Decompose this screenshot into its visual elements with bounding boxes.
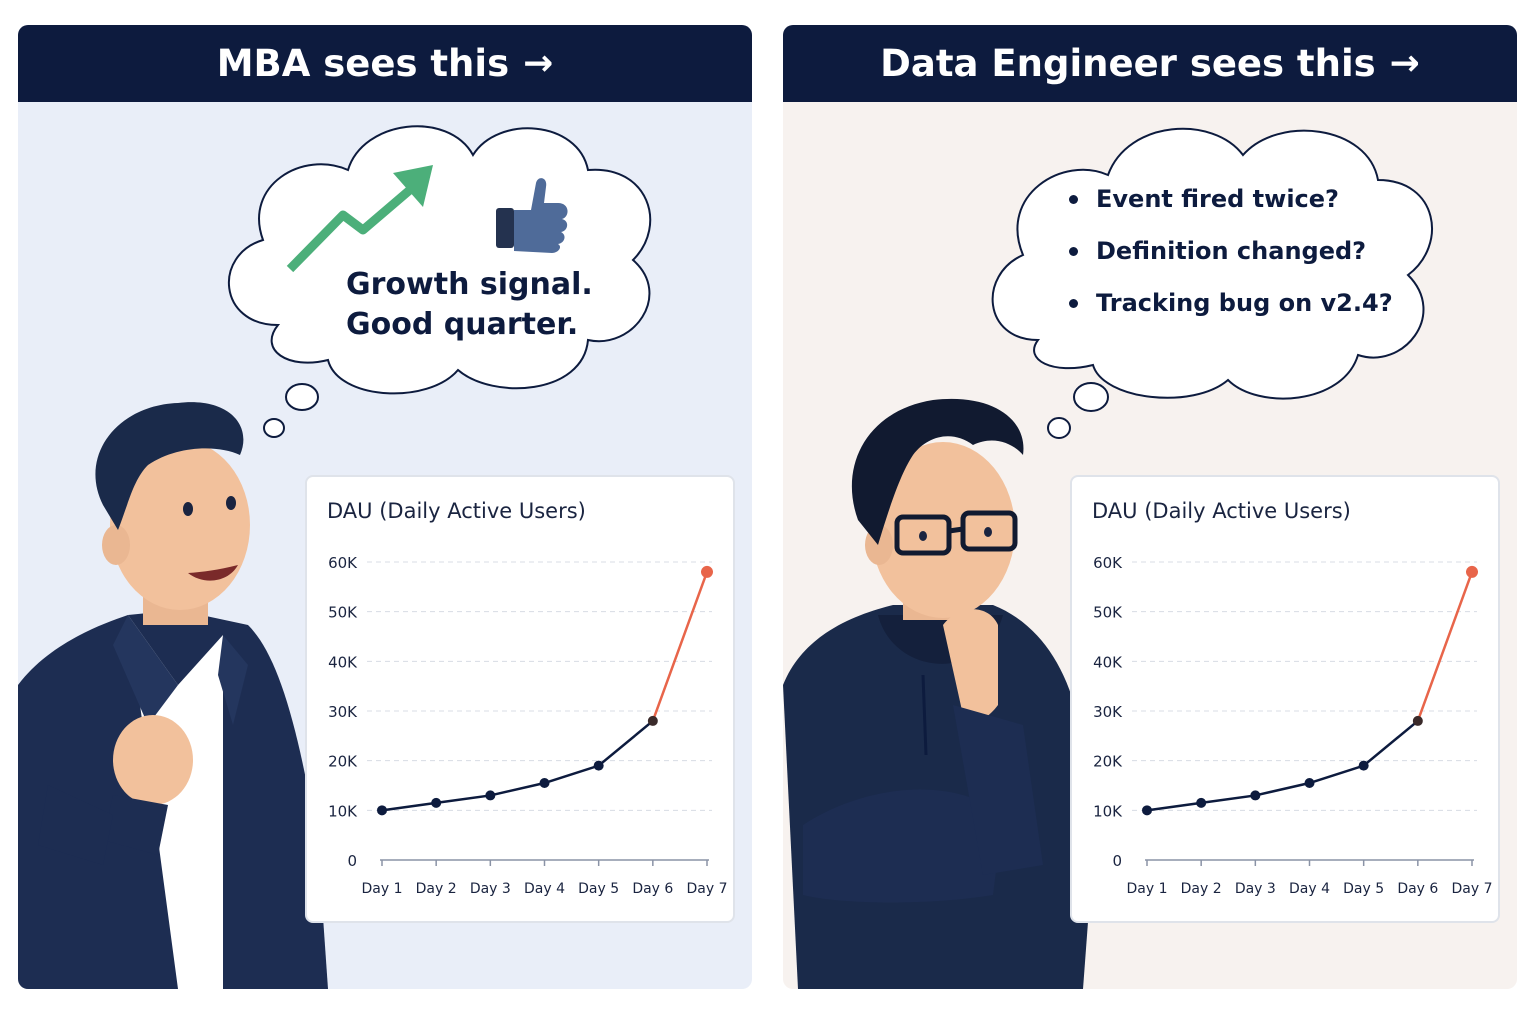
data-point: [1250, 790, 1261, 801]
x-tick-label: Day 5: [1343, 881, 1384, 897]
chart-title: DAU (Daily Active Users): [327, 499, 586, 523]
x-tick-label: Day 7: [1451, 881, 1492, 897]
trend-up-arrow-icon: [286, 165, 433, 273]
data-point: [431, 797, 442, 808]
right-arrow-icon: →: [523, 43, 554, 84]
thumbs-up-icon: [496, 178, 568, 253]
y-tick-label: 50K: [1093, 604, 1123, 622]
dau-chart-card: DAU (Daily Active Users) 0 10K 20K 30K 40K 50…: [305, 475, 735, 923]
y-tick-label: 40K: [1093, 653, 1123, 671]
y-tick-label: 10K: [1093, 802, 1123, 820]
data-point: [701, 565, 713, 578]
thought-line: Growth signal.: [346, 267, 593, 302]
x-tick-label: Day 2: [416, 881, 457, 897]
data-point: [593, 760, 604, 771]
x-tick-label: Day 4: [524, 881, 565, 897]
data-point: [1466, 565, 1478, 578]
y-tick-label: 30K: [1093, 703, 1123, 721]
data-engineer-illustration: [783, 127, 1433, 989]
y-tick-label: 10K: [328, 802, 358, 820]
x-tick-label: Day 2: [1181, 881, 1222, 897]
data-point: [1304, 778, 1315, 789]
thought-question: Tracking bug on v2.4?: [1069, 277, 1393, 329]
panel-header: Data Engineer sees this →: [783, 25, 1517, 102]
data-point: [1358, 760, 1369, 771]
dau-line-chart: 0 10K 20K 30K 40K 50K 60K Day 1 Day 2 Day 3 Day 4 D…: [328, 554, 727, 897]
y-tick-label: 30K: [328, 703, 358, 721]
x-tick-label: Day 6: [1397, 881, 1438, 897]
x-tick-label: Day 6: [632, 881, 673, 897]
y-tick-label: 0: [1112, 852, 1122, 870]
x-tick-label: Day 4: [1289, 881, 1330, 897]
mba-panel: MBA sees this → Growth signal. Good quar…: [18, 25, 752, 989]
data-point: [1196, 797, 1207, 808]
thought-question: Event fired twice?: [1069, 173, 1393, 225]
x-tick-label: Day 3: [470, 881, 511, 897]
thought-line: Good quarter.: [346, 307, 579, 342]
data-engineer-panel: Data Engineer sees this → Event fired tw…: [783, 25, 1517, 989]
y-tick-label: 60K: [1093, 554, 1123, 572]
dau-line-chart: 0 10K 20K 30K 40K 50K 60K Day 1 Day 2 Day 3 Day 4 D…: [1093, 554, 1492, 897]
right-arrow-icon: →: [1389, 43, 1420, 84]
thought-cloud: [991, 127, 1433, 439]
thought-question: Definition changed?: [1069, 225, 1393, 277]
y-tick-label: 60K: [328, 554, 358, 572]
bullet-icon: [1069, 298, 1078, 308]
x-tick-label: Day 1: [361, 881, 402, 897]
series-line: [381, 719, 654, 812]
data-point: [377, 805, 387, 816]
x-tick-label: Day 7: [686, 881, 727, 897]
y-tick-label: 20K: [1093, 753, 1123, 771]
panel-header: MBA sees this →: [18, 25, 752, 102]
data-point: [1142, 805, 1152, 816]
dau-chart-card: DAU (Daily Active Users) 0 10K 20K 30K 40K 50…: [1070, 475, 1500, 923]
spike-segment: [651, 571, 709, 722]
y-tick-label: 20K: [328, 753, 358, 771]
x-tick-label: Day 1: [1126, 881, 1167, 897]
y-tick-label: 40K: [328, 653, 358, 671]
spike-segment: [1416, 571, 1474, 722]
bullet-icon: [1069, 194, 1078, 204]
series-line: [1146, 719, 1419, 812]
y-tick-label: 0: [347, 852, 357, 870]
data-point: [1412, 715, 1423, 726]
data-point: [485, 790, 496, 801]
mba-illustration: [18, 125, 652, 989]
data-point: [647, 715, 658, 726]
y-tick-label: 50K: [328, 604, 358, 622]
panel-header-label: Data Engineer sees this: [880, 42, 1376, 85]
thought-question-list: Event fired twice? Definition changed? T…: [1069, 173, 1393, 329]
panel-header-label: MBA sees this: [216, 42, 510, 85]
x-tick-label: Day 5: [578, 881, 619, 897]
thought-text: Growth signal. Good quarter.: [346, 265, 593, 345]
data-point: [539, 778, 550, 789]
chart-title: DAU (Daily Active Users): [1092, 499, 1351, 523]
data-engineer-person: [783, 398, 1093, 989]
bullet-icon: [1069, 246, 1078, 256]
x-tick-label: Day 3: [1235, 881, 1276, 897]
mba-person: [18, 402, 328, 989]
